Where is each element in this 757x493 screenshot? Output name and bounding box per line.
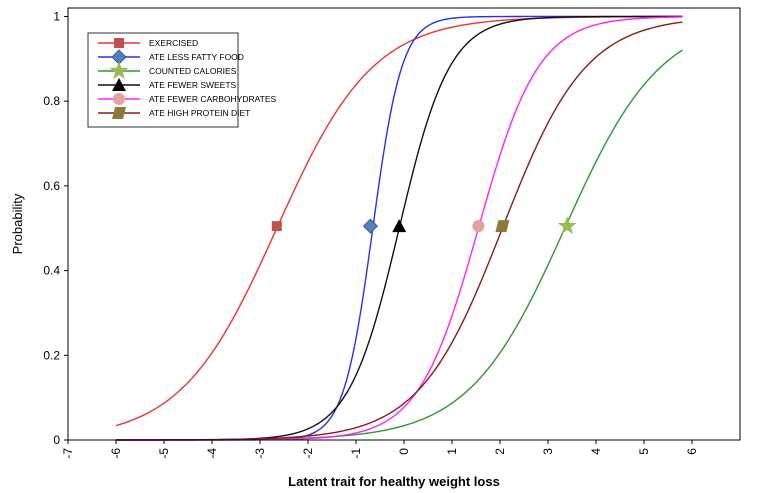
legend-marker <box>112 107 126 119</box>
x-tick-label: -1 <box>349 448 363 459</box>
x-tick-label: 6 <box>685 448 699 455</box>
marker-ate-fewer-sweets <box>392 219 407 233</box>
x-tick-label: 1 <box>445 448 459 455</box>
y-tick-label: 0.6 <box>43 179 60 193</box>
legend-label: ATE LESS FATTY FOOD <box>149 52 244 62</box>
legend-label: ATE FEWER SWEETS <box>149 80 237 90</box>
y-tick-label: 0.8 <box>43 94 60 108</box>
legend-label: ATE FEWER CARBOHYDRATES <box>149 94 277 104</box>
curve-markers <box>271 216 577 235</box>
x-tick-label: 4 <box>589 448 603 455</box>
x-tick-label: -3 <box>253 448 267 459</box>
legend-marker <box>109 61 129 80</box>
x-axis-ticks: -7 -6 -5 -4 -3 -2 -1 0 1 2 3 4 5 6 <box>61 440 699 459</box>
x-tick-label: 3 <box>541 448 555 455</box>
marker-exercised <box>271 221 282 232</box>
x-tick-label: -6 <box>109 448 123 459</box>
marker-ate-high-protein-diet <box>495 220 510 233</box>
y-tick-label: 1 <box>53 9 60 23</box>
x-tick-label: 2 <box>493 448 507 455</box>
x-tick-label: -7 <box>61 448 75 459</box>
x-tick-label: 0 <box>397 448 411 455</box>
x-tick-label: 5 <box>637 448 651 455</box>
y-tick-label: 0 <box>53 433 60 447</box>
plot-frame <box>67 7 741 441</box>
legend-label: COUNTED CALORIES <box>149 66 237 76</box>
y-axis-ticks: 0 0.2 0.4 0.6 0.8 1 <box>43 9 68 447</box>
y-axis-title: Probability <box>10 193 25 254</box>
legend-marker <box>113 93 125 105</box>
legend-label: EXERCISED <box>149 38 198 48</box>
x-axis-title: Latent trait for healthy weight loss <box>288 474 500 489</box>
legend: EXERCISED ATE LESS FATTY FOOD COUNTED CALO… <box>87 32 277 128</box>
marker-counted-calories <box>557 216 577 235</box>
y-tick-label: 0.2 <box>43 348 60 362</box>
legend-label: ATE HIGH PROTEIN DIET <box>149 108 250 118</box>
legend-marker <box>112 78 126 91</box>
legend-box <box>87 32 239 128</box>
y-tick-label: 0.4 <box>43 264 60 278</box>
x-tick-label: -5 <box>157 448 171 459</box>
marker-ate-fewer-carbohydrates <box>472 220 485 233</box>
x-tick-label: -2 <box>301 448 315 459</box>
legend-marker <box>114 38 124 48</box>
x-tick-label: -4 <box>205 448 219 459</box>
marker-ate-less-fatty-food <box>362 218 378 234</box>
